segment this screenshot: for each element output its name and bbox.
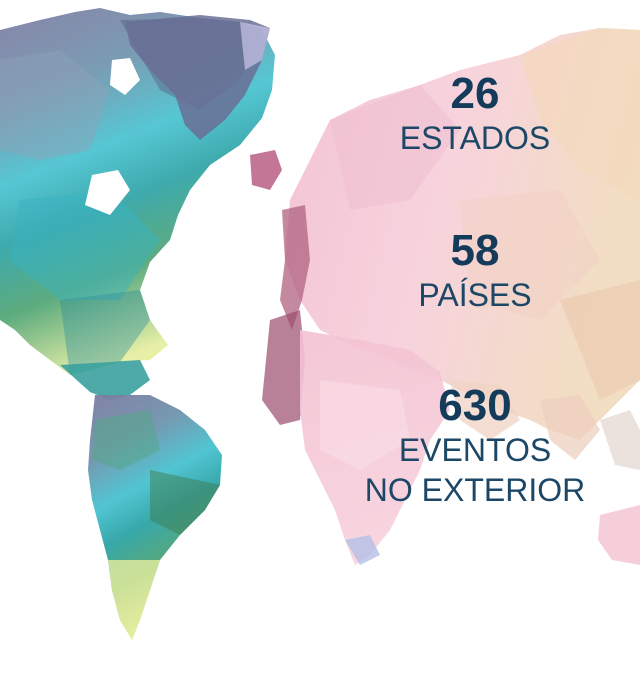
asia-south-shape [450,380,640,470]
uk-island-shape [250,150,282,190]
greenland-shape [125,15,270,140]
stat-states-number: 26 [450,69,500,118]
stat-events-label: EVENTOS [398,432,552,468]
stat-events: 630 EVENTOS NO EXTERIOR [330,382,620,510]
stat-events-number: 630 [438,381,512,430]
stat-countries: 58 PAÍSES [330,227,620,315]
stat-states: 26 ESTADOS [330,70,620,158]
africa-shape [300,330,450,565]
australia-shape [598,505,640,565]
stat-events-label-line2: NO EXTERIOR [364,472,586,508]
europe-west-shape [262,205,310,425]
stat-countries-number: 58 [450,226,500,275]
stat-countries-label: PAÍSES [418,277,532,313]
central-america-shape [60,360,150,400]
south-america-shape [88,395,222,640]
stat-states-label: ESTADOS [399,120,551,156]
eurasia-shape [285,28,640,440]
